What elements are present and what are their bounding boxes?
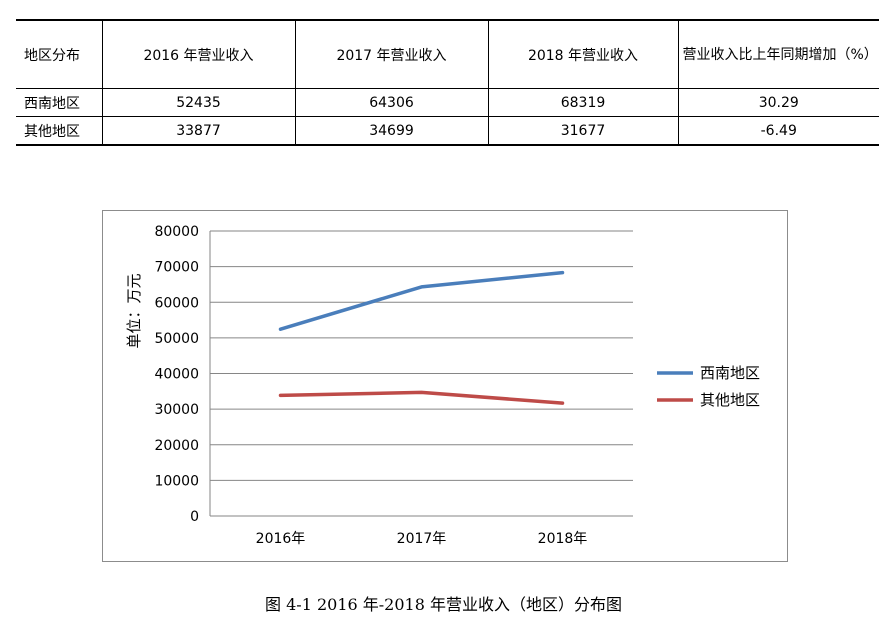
header-growth: 营业收入比上年同期增加（%） (677, 19, 879, 89)
x-tick-label: 2016年 (256, 531, 306, 547)
y-axis-label: 单位：万元 (125, 273, 143, 348)
table-cell: 西南地区 (16, 88, 103, 117)
table-cell: 31677 (487, 116, 679, 146)
y-tick-label: 30000 (154, 402, 199, 418)
x-tick-label: 2017年 (397, 531, 447, 547)
y-tick-label: 0 (190, 509, 199, 525)
table-cell: 64306 (294, 88, 489, 117)
table-cell: 33877 (101, 116, 296, 146)
header-2017: 2017 年营业收入 (294, 19, 489, 89)
table-header-row: 地区分布 2016 年营业收入 2017 年营业收入 2018 年营业收入 营业… (16, 19, 879, 89)
figure-caption: 图 4-1 2016 年-2018 年营业收入（地区）分布图 (265, 595, 622, 614)
table-cell: 其他地区 (16, 116, 103, 146)
table-cell: 52435 (101, 88, 296, 117)
y-tick-label: 80000 (154, 224, 199, 240)
table-cell: 34699 (294, 116, 489, 146)
legend-label: 西南地区 (700, 364, 760, 382)
table-cell: -6.49 (677, 116, 879, 146)
y-tick-label: 20000 (154, 438, 199, 454)
legend-label: 其他地区 (700, 391, 760, 409)
header-region: 地区分布 (16, 19, 103, 89)
header-2016: 2016 年营业收入 (101, 19, 296, 89)
y-tick-label: 40000 (154, 367, 199, 383)
x-tick-label: 2018年 (538, 531, 588, 547)
table-cell: 68319 (487, 88, 679, 117)
header-2018: 2018 年营业收入 (487, 19, 679, 89)
table-row: 西南地区 52435 64306 68319 30.29 (16, 88, 879, 117)
y-tick-label: 70000 (154, 260, 199, 276)
table-row: 其他地区 33877 34699 31677 -6.49 (16, 116, 879, 146)
series-line (278, 270, 565, 331)
table-cell: 30.29 (677, 88, 879, 117)
y-tick-label: 10000 (154, 473, 199, 489)
y-tick-label: 60000 (154, 295, 199, 311)
chart-frame (102, 210, 788, 562)
series-line (278, 390, 565, 405)
revenue-table: 地区分布 2016 年营业收入 2017 年营业收入 2018 年营业收入 营业… (16, 19, 879, 146)
y-tick-label: 50000 (154, 331, 199, 347)
line-chart: 0 10000 20000 30000 40000 50000 60000 70000 8000… (125, 224, 760, 547)
